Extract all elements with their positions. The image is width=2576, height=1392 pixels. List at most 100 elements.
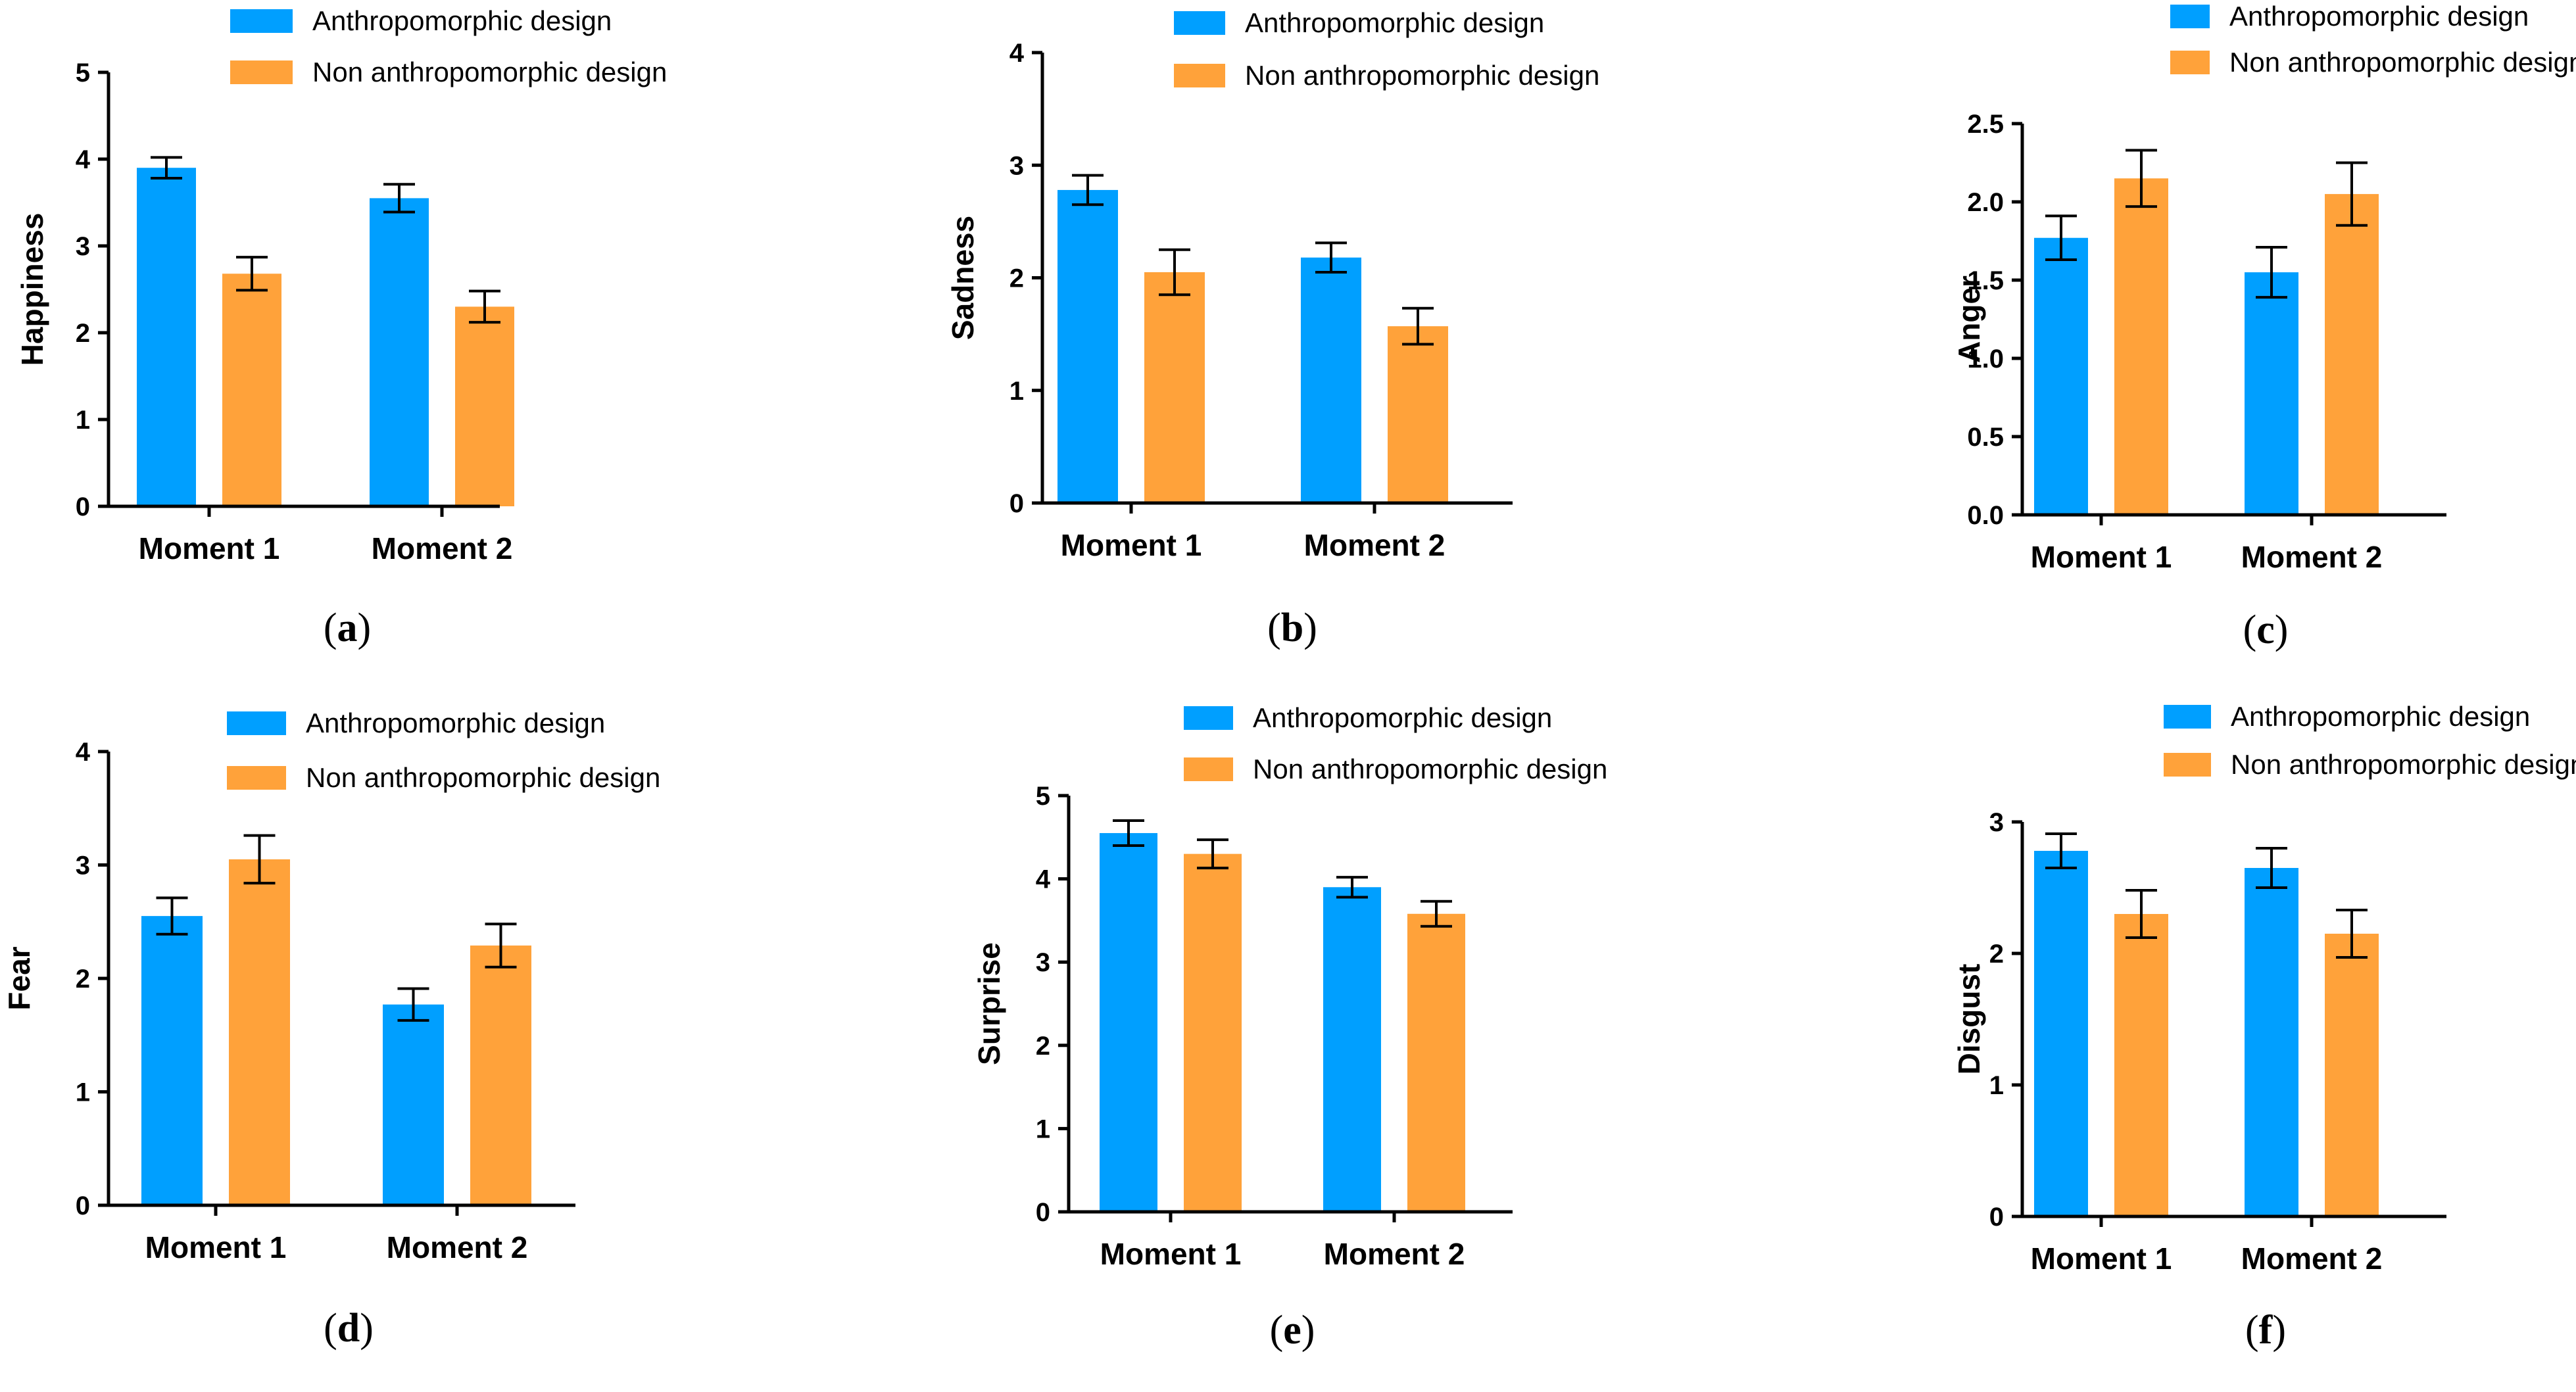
bar-non-anthropomorphic-design-moment-1 [229,859,290,1205]
bar-non-anthropomorphic-design-moment-2 [2325,934,2379,1216]
bar-anthropomorphic-design-moment-2 [2245,868,2298,1216]
y-tick-label: 1 [1009,377,1024,406]
legend-label: Non anthropomorphic design [1245,60,1599,91]
legend-label: Anthropomorphic design [312,5,612,36]
legend-swatch-non-anthropomorphic-design [230,60,293,84]
bar-anthropomorphic-design-moment-1 [2034,851,2088,1216]
legend-swatch-non-anthropomorphic-design [1174,64,1225,87]
bar-non-anthropomorphic-design-moment-2 [455,306,514,506]
y-axis-label: Happiness [15,213,49,366]
y-tick-label: 0.0 [1967,501,2004,530]
bar-non-anthropomorphic-design-moment-1 [2114,914,2168,1216]
bar-anthropomorphic-design-moment-2 [383,1004,444,1205]
bar-non-anthropomorphic-design-moment-1 [222,274,281,506]
y-tick-label: 2 [1036,1032,1050,1061]
bar-anthropomorphic-design-moment-1 [137,168,196,506]
y-tick-label: 5 [76,59,90,87]
error-bar-anthropomorphic-design-moment-2 [1315,241,1347,274]
y-tick-label: 0.5 [1967,423,2004,452]
legend-label: Non anthropomorphic design [2231,749,2576,780]
y-tick-label: 4 [76,145,91,174]
error-bar-anthropomorphic-design-moment-1 [2045,214,2077,262]
error-bar-non-anthropomorphic-design-moment-1 [2126,149,2157,208]
legend-swatch-non-anthropomorphic-design [227,766,286,790]
x-tick-label: Moment 1 [139,531,280,565]
bar-non-anthropomorphic-design-moment-2 [2325,194,2379,515]
legend: Anthropomorphic design Non anthropomorphi… [2170,1,2576,78]
bar-anthropomorphic-design-moment-1 [1100,832,1157,1212]
y-tick-label: 3 [1036,948,1050,977]
error-bar-anthropomorphic-design-moment-1 [156,896,188,936]
x-tick-label: Moment 1 [1100,1237,1242,1271]
bar-anthropomorphic-design-moment-2 [2245,272,2298,515]
panel-label: (b) [1267,606,1317,650]
error-bar-non-anthropomorphic-design-moment-2 [2336,909,2368,959]
x-tick-label: Moment 1 [145,1230,287,1264]
y-tick-label: 1 [1036,1115,1050,1143]
x-tick-label: Moment 1 [2031,1241,2172,1276]
error-bar-anthropomorphic-design-moment-1 [151,156,182,180]
bar-anthropomorphic-design-moment-2 [370,198,429,506]
bar-anthropomorphic-design-moment-1 [2034,237,2088,515]
bar-non-anthropomorphic-design-moment-1 [1184,853,1242,1212]
y-axis-label: Anger [1952,276,1986,363]
chart-panel-surprise: Moment 1 Moment 2 0 1 2 3 4 5 Surprise Anthropomo… [972,702,1607,1353]
error-bar-non-anthropomorphic-design-moment-2 [1421,900,1452,928]
error-bar-non-anthropomorphic-design-moment-1 [243,834,276,885]
x-tick-label: Moment 2 [2241,540,2383,574]
y-tick-label: 2.0 [1967,188,2004,217]
legend-label: Non anthropomorphic design [2229,47,2576,78]
error-bar-non-anthropomorphic-design-moment-1 [236,256,268,292]
bar-non-anthropomorphic-design-moment-1 [1144,272,1205,503]
legend-label: Non anthropomorphic design [312,57,667,87]
legend-swatch-non-anthropomorphic-design [1184,757,1233,781]
error-bar-non-anthropomorphic-design-moment-2 [469,289,500,324]
legend-swatch-anthropomorphic-design [2164,705,2211,729]
legend: Anthropomorphic design Non anthropomorphi… [2164,701,2576,780]
legend-label: Anthropomorphic design [1253,702,1552,733]
y-tick-label: 0 [1989,1203,2004,1232]
bar-anthropomorphic-design-moment-1 [141,916,203,1205]
panel-label: (a) [324,606,371,650]
y-tick-label: 4 [1036,865,1051,894]
bar-non-anthropomorphic-design-moment-1 [2114,178,2168,515]
legend: Anthropomorphic design Non anthropomorphi… [230,5,667,87]
error-bar-non-anthropomorphic-design-moment-1 [2126,889,2157,939]
y-tick-label: 1.0 [1967,345,2004,373]
x-tick-label: Moment 1 [1061,528,1202,562]
y-tick-label: 4 [1009,39,1025,68]
y-tick-label: 2.5 [1967,110,2004,139]
y-tick-label: 2 [76,319,90,348]
y-tick-label: 0 [76,1191,90,1220]
y-tick-label: 1.5 [1967,266,2004,295]
legend-label: Anthropomorphic design [1245,7,1544,38]
legend-swatch-non-anthropomorphic-design [2170,51,2210,74]
bar-anthropomorphic-design-moment-1 [1057,189,1118,503]
x-tick-label: Moment 2 [1304,528,1446,562]
y-axis-label: Disgust [1952,964,1986,1075]
y-tick-label: 0 [1009,489,1024,518]
y-axis-label: Surprise [972,942,1006,1065]
x-tick-label: Moment 2 [1324,1237,1465,1271]
legend-swatch-anthropomorphic-design [1184,706,1233,730]
bar-non-anthropomorphic-design-moment-2 [1388,326,1448,503]
y-tick-label: 2 [1989,940,2004,969]
bar-non-anthropomorphic-design-moment-2 [470,945,531,1205]
y-tick-label: 2 [76,965,90,994]
error-bar-non-anthropomorphic-design-moment-2 [485,923,517,969]
x-tick-label: Moment 2 [2241,1241,2383,1276]
panel-label: (e) [1270,1308,1315,1353]
error-bar-non-anthropomorphic-design-moment-2 [1402,306,1434,346]
y-tick-label: 3 [76,232,90,261]
panel-label: (c) [2243,608,2289,652]
legend-swatch-non-anthropomorphic-design [2164,753,2211,777]
legend-swatch-anthropomorphic-design [230,9,293,33]
error-bar-non-anthropomorphic-design-moment-1 [1197,838,1228,870]
y-tick-label: 3 [1989,808,2004,837]
error-bar-anthropomorphic-design-moment-2 [1336,876,1368,899]
y-axis-label: Sadness [946,216,980,340]
x-tick-label: Moment 2 [387,1230,528,1264]
legend: Anthropomorphic design Non anthropomorphi… [1184,702,1607,784]
x-tick-label: Moment 1 [2031,540,2172,574]
